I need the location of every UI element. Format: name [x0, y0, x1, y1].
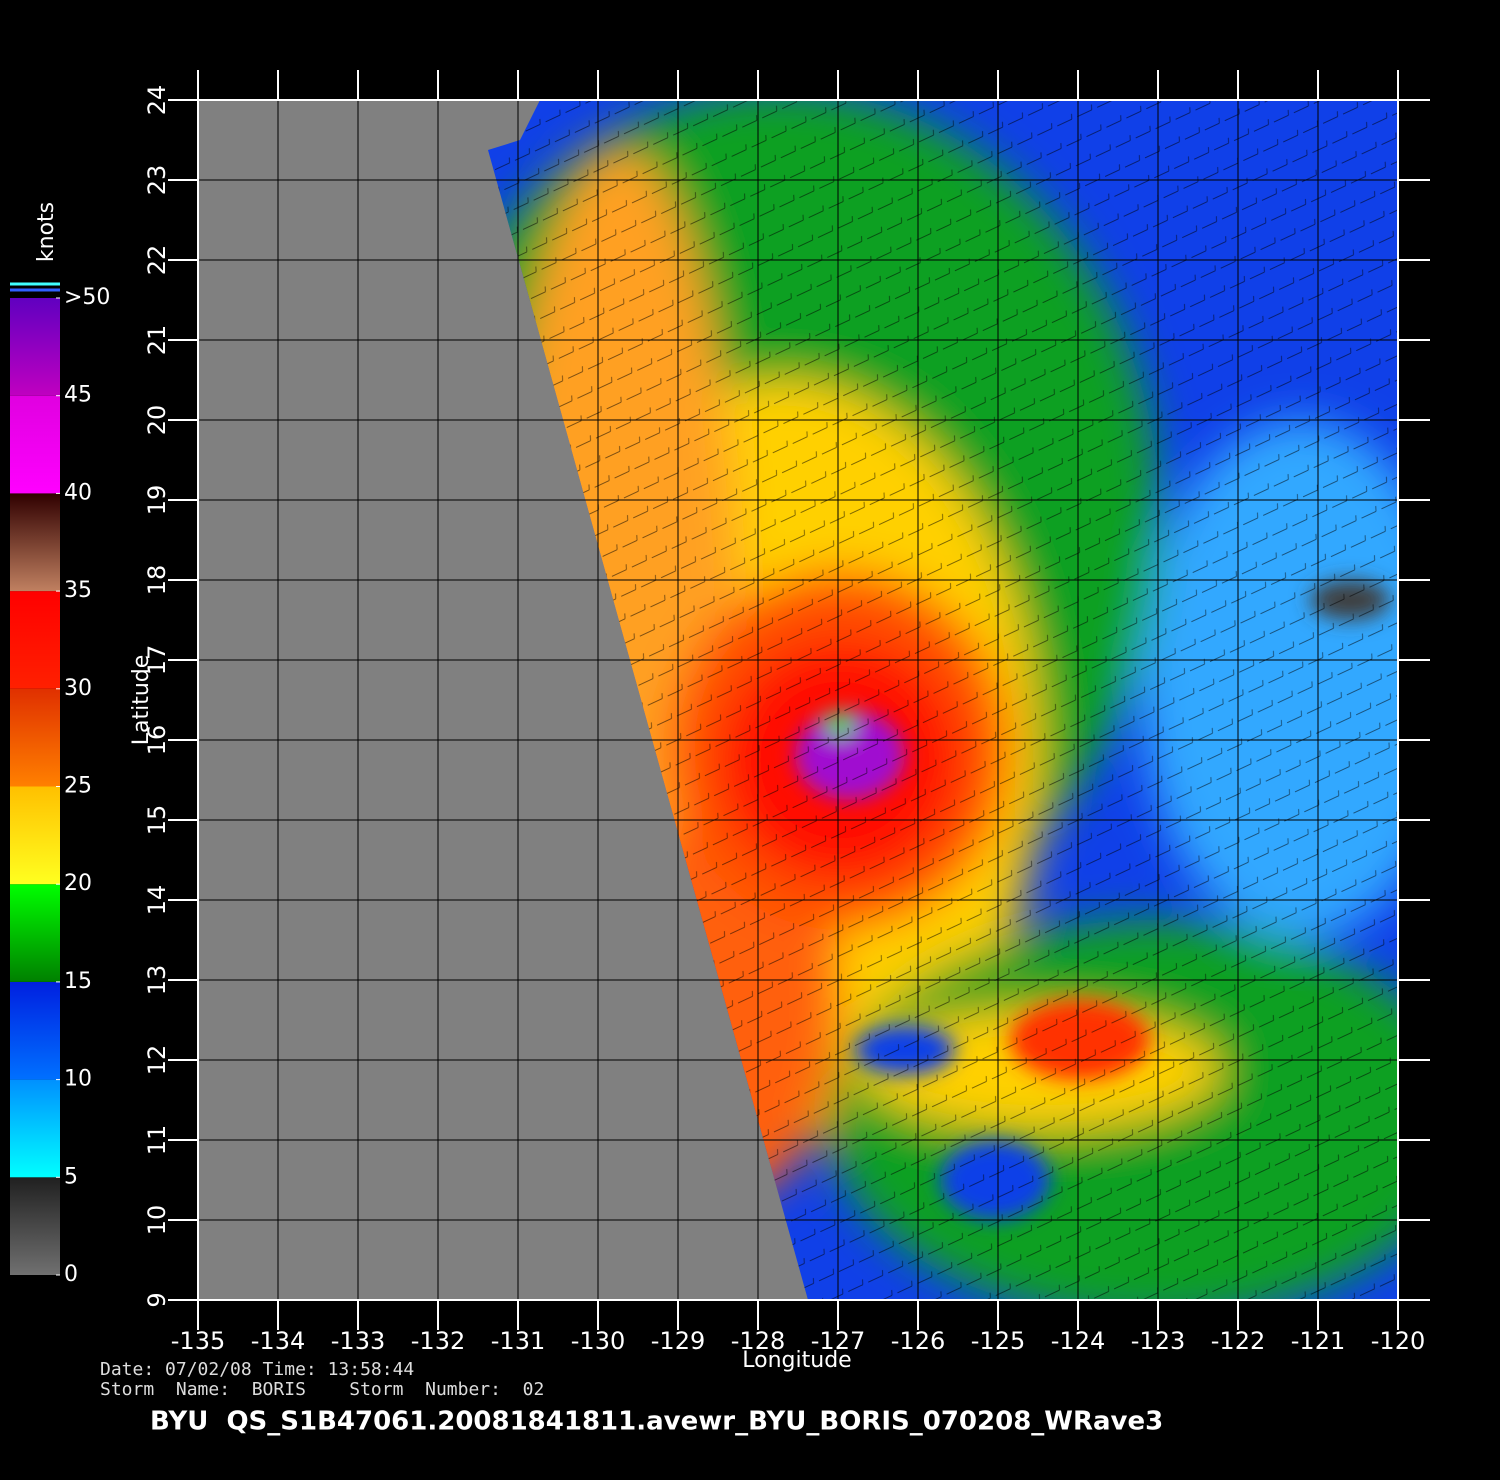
y-tick-label: 16 [143, 725, 171, 756]
colorbar-segment [10, 1177, 60, 1275]
x-tick-label: -127 [811, 1327, 865, 1355]
x-tick-label: -120 [1371, 1327, 1425, 1355]
colorbar-tick-label: 15 [64, 969, 92, 994]
colorbar-tick-label: >50 [64, 285, 110, 310]
y-tick-label: 19 [143, 485, 171, 516]
x-tick-label: -126 [891, 1327, 945, 1355]
colorbar-label: knots [34, 202, 59, 262]
labels: Longitude Latitude knots Date: 07/02/08 … [34, 202, 1163, 1437]
x-tick-label: -132 [411, 1327, 465, 1355]
colorbar-tick-label: 5 [64, 1164, 78, 1189]
x-tick-label: -131 [491, 1327, 545, 1355]
x-tick-label: -133 [331, 1327, 385, 1355]
x-tick-label: -121 [1291, 1327, 1345, 1355]
colorbar-tick-label: 25 [64, 774, 92, 799]
y-tick-label: 9 [143, 1292, 171, 1307]
colorbar-segment [10, 591, 60, 689]
colorbar-tick-label: 40 [64, 480, 92, 505]
y-tick-label: 23 [143, 165, 171, 196]
colorbar-tick-label: 35 [64, 578, 92, 603]
colorbar-segment [10, 786, 60, 885]
colorbar-segment [10, 688, 60, 787]
grid: -135 -134 -133 -132 -131 -130 -129 -128 -127 -126… [143, 70, 1430, 1355]
date-line: Date: 07/02/08 Time: 13:58:44 [100, 1359, 414, 1380]
colorbar: 0 5 10 15 20 25 30 35 40 45 >50 [10, 285, 110, 1287]
colorbar-tick-label: 10 [64, 1067, 92, 1092]
colorbar-segment [10, 395, 60, 494]
x-tick-label: -130 [571, 1327, 625, 1355]
x-tick-label: -134 [251, 1327, 305, 1355]
y-tick-label: 17 [143, 645, 171, 676]
y-tick-label: 15 [143, 805, 171, 836]
x-tick-label: -123 [1131, 1327, 1185, 1355]
storm-line: Storm Name: BORIS Storm Number: 02 [100, 1379, 544, 1400]
y-tick-label: 10 [143, 1205, 171, 1236]
plot-frame [197, 99, 1399, 1301]
y-tick-label: 22 [143, 245, 171, 276]
colorbar-tick-label: 20 [64, 871, 92, 896]
x-tick-label: -128 [731, 1327, 785, 1355]
title: BYU QS_S1B47061.20081841811.avewr_BYU_BO… [150, 1407, 1163, 1437]
colorbar-segment [10, 1079, 60, 1178]
y-tick-label: 13 [143, 965, 171, 996]
colorbar-segment [10, 981, 60, 1080]
y-tick-label: 21 [143, 325, 171, 356]
colorbar-tick-label: 0 [64, 1262, 78, 1287]
colorbar-tick-label: 45 [64, 383, 92, 408]
y-tick-label: 14 [143, 885, 171, 916]
x-tick-label: -135 [171, 1327, 225, 1355]
x-tick-label: -124 [1051, 1327, 1105, 1355]
x-axis-label: Longitude [742, 1348, 851, 1373]
colorbar-segment [10, 298, 60, 396]
colorbar-segment [10, 884, 60, 982]
y-tick-label: 18 [143, 565, 171, 596]
y-tick-label: 20 [143, 405, 171, 436]
x-tick-label: -125 [971, 1327, 1025, 1355]
y-tick-label: 12 [143, 1045, 171, 1076]
x-tick-label: -129 [651, 1327, 705, 1355]
y-axis-label: Latitude [129, 655, 154, 746]
y-tick-label: 11 [143, 1125, 171, 1156]
colorbar-tick-label: 30 [64, 676, 92, 701]
y-tick-label: 24 [143, 85, 171, 116]
x-tick-label: -122 [1211, 1327, 1265, 1355]
colorbar-segment [10, 493, 60, 592]
